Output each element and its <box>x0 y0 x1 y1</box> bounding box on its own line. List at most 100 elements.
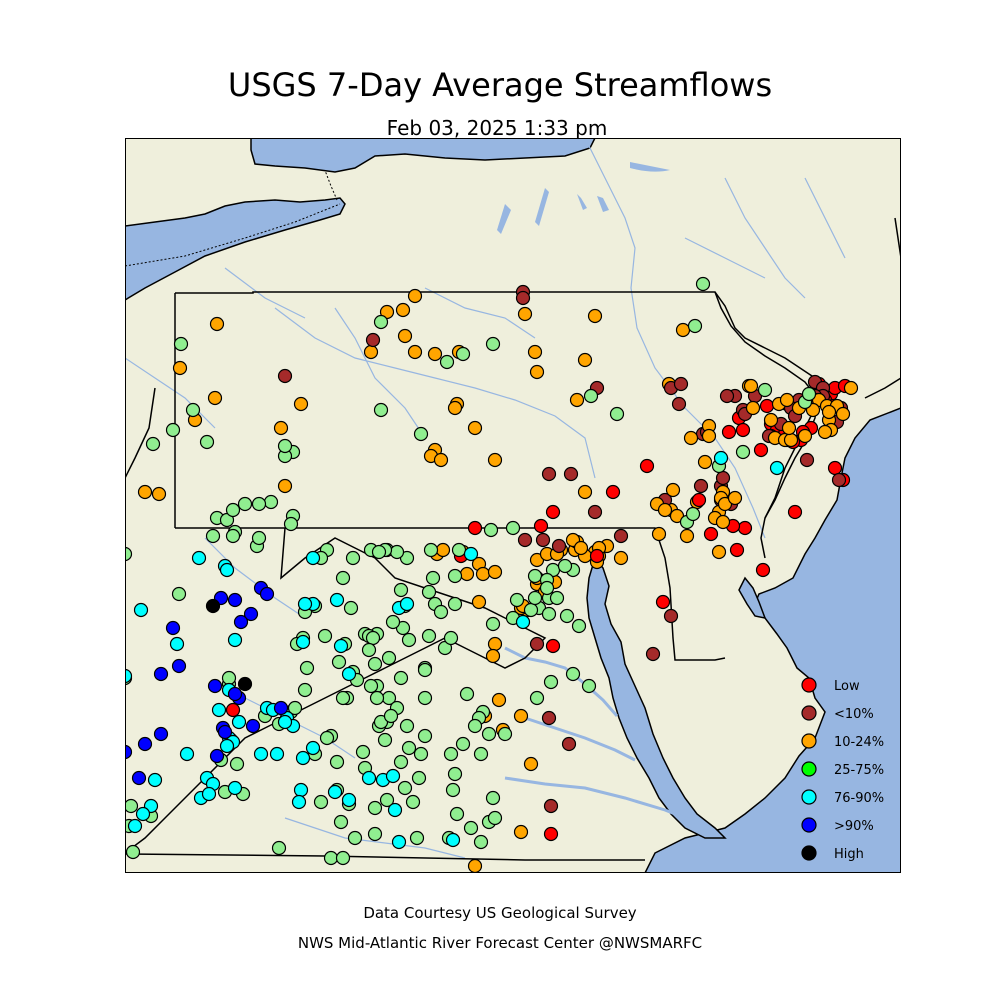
gauge-point-p25 <box>455 346 471 362</box>
st-lawrence-water <box>250 138 596 173</box>
james-river <box>504 776 696 824</box>
gauge-point-p10 <box>587 308 603 324</box>
gauge-point-p10 <box>613 550 629 566</box>
gauge-point-p10 <box>513 708 529 724</box>
gauge-point-p25 <box>277 438 293 454</box>
gauge-point-lt10 <box>587 504 603 520</box>
gauge-point-p76 <box>293 782 309 798</box>
gauge-point-p10 <box>657 502 673 518</box>
gauge-point-low <box>543 826 559 842</box>
gauge-point-low <box>737 520 753 536</box>
gauge-point-p25 <box>527 590 543 606</box>
gauge-point-p10 <box>573 540 589 556</box>
chesapeake-bay <box>586 556 727 839</box>
gauge-point-p25 <box>549 590 565 606</box>
gauge-point-p76 <box>361 770 377 786</box>
gauge-point-p10 <box>529 364 545 380</box>
gauge-point-p76 <box>219 738 235 754</box>
gauge-point-p25 <box>397 780 413 796</box>
gauge-point-p25 <box>443 746 459 762</box>
md-de-border <box>654 527 726 661</box>
gauge-point-p25 <box>299 660 315 676</box>
gauge-point-p10 <box>487 636 503 652</box>
gauge-point-p25 <box>333 814 349 830</box>
gauge-point-p25 <box>173 336 189 352</box>
gauge-point-p25 <box>485 790 501 806</box>
gauge-point-p25 <box>399 718 415 734</box>
gauge-point-p25 <box>447 766 463 782</box>
gauge-point-p25 <box>393 582 409 598</box>
gauge-point-p10 <box>151 486 167 502</box>
gauge-point-p10 <box>797 428 813 444</box>
gauge-point-gt90 <box>259 586 275 602</box>
gauge-point-lt10 <box>719 388 735 404</box>
gauge-point-p25 <box>125 546 133 562</box>
gauge-point-lt10 <box>277 368 293 384</box>
gauge-point-p25 <box>287 700 303 716</box>
gauge-point-p25 <box>401 740 417 756</box>
gauge-point-p25 <box>421 584 437 600</box>
gauge-point-p10 <box>745 400 761 416</box>
gauge-point-p10 <box>715 514 731 530</box>
gauge-point-p25 <box>425 570 441 586</box>
gauge-point-p25 <box>323 850 339 866</box>
international-border-river <box>314 138 338 201</box>
gauge-point-p76 <box>399 596 415 612</box>
gauge-point-p76 <box>713 450 729 466</box>
gauge-point-p25 <box>185 402 201 418</box>
gauge-point-low <box>735 422 751 438</box>
gauge-point-p25 <box>355 744 371 760</box>
gauge-point-p76 <box>515 614 531 630</box>
gauge-point-p76 <box>179 746 195 762</box>
gauge-point-p10 <box>577 484 593 500</box>
gauge-point-lt10 <box>831 472 847 488</box>
gauge-point-p76 <box>147 772 163 788</box>
gauge-point-p10 <box>727 490 743 506</box>
gauge-point-p25 <box>443 630 459 646</box>
gauge-point-p25 <box>319 730 335 746</box>
gauge-point-p25 <box>363 678 379 694</box>
gauge-point-p25 <box>485 616 501 632</box>
finger-lake-1 <box>497 204 511 234</box>
gauge-point-p76 <box>211 702 227 718</box>
credit-nws: NWS Mid-Atlantic River Forecast Center @… <box>297 934 703 952</box>
gauge-point-p10 <box>487 452 503 468</box>
gauge-point-p76 <box>277 714 293 730</box>
gauge-point-p10 <box>763 412 779 428</box>
gauge-point-low <box>787 504 803 520</box>
gauge-point-p25 <box>445 782 461 798</box>
gauge-point-low <box>533 518 549 534</box>
finger-lake-3 <box>577 194 587 210</box>
gauge-point-p76 <box>269 746 285 762</box>
gauge-point-p25 <box>447 596 463 612</box>
gauge-point-low <box>655 594 671 610</box>
gauge-point-p25 <box>541 606 557 622</box>
legend-label-lt10: <10% <box>834 707 874 722</box>
gauge-point-p25 <box>263 494 279 510</box>
gauge-point-p76 <box>125 668 133 684</box>
gauge-point-p10 <box>407 344 423 360</box>
gauge-point-p10 <box>783 432 799 448</box>
map-title: USGS 7-Day Average Streamflows <box>227 66 773 104</box>
gauge-point-p10 <box>207 390 223 406</box>
ny-pa-border <box>175 291 826 389</box>
gauge-point-p76 <box>769 460 785 476</box>
gauge-point-p25 <box>481 726 497 742</box>
finger-lake-2 <box>535 188 549 226</box>
legend-marker-p10 <box>801 733 817 749</box>
legend: Low <10% 10-24% 25-75% 76-90% >90% High <box>801 677 884 862</box>
gauge-point-p76 <box>295 750 311 766</box>
gauge-point-p25 <box>385 614 401 630</box>
map-frame <box>125 138 901 873</box>
lake-ontario <box>125 197 346 301</box>
gauge-point-p10 <box>651 526 667 542</box>
gauge-point-p10 <box>395 302 411 318</box>
gauge-point-p10 <box>435 542 451 558</box>
gauge-point-gt90 <box>273 700 289 716</box>
gauge-point-p76 <box>133 602 149 618</box>
legend-marker-low <box>801 677 817 693</box>
gauge-point-p25 <box>379 792 395 808</box>
map-subtitle: Feb 03, 2025 1:33 pm <box>386 116 608 140</box>
gauge-point-p10 <box>781 420 797 436</box>
gauge-point-p10 <box>433 452 449 468</box>
